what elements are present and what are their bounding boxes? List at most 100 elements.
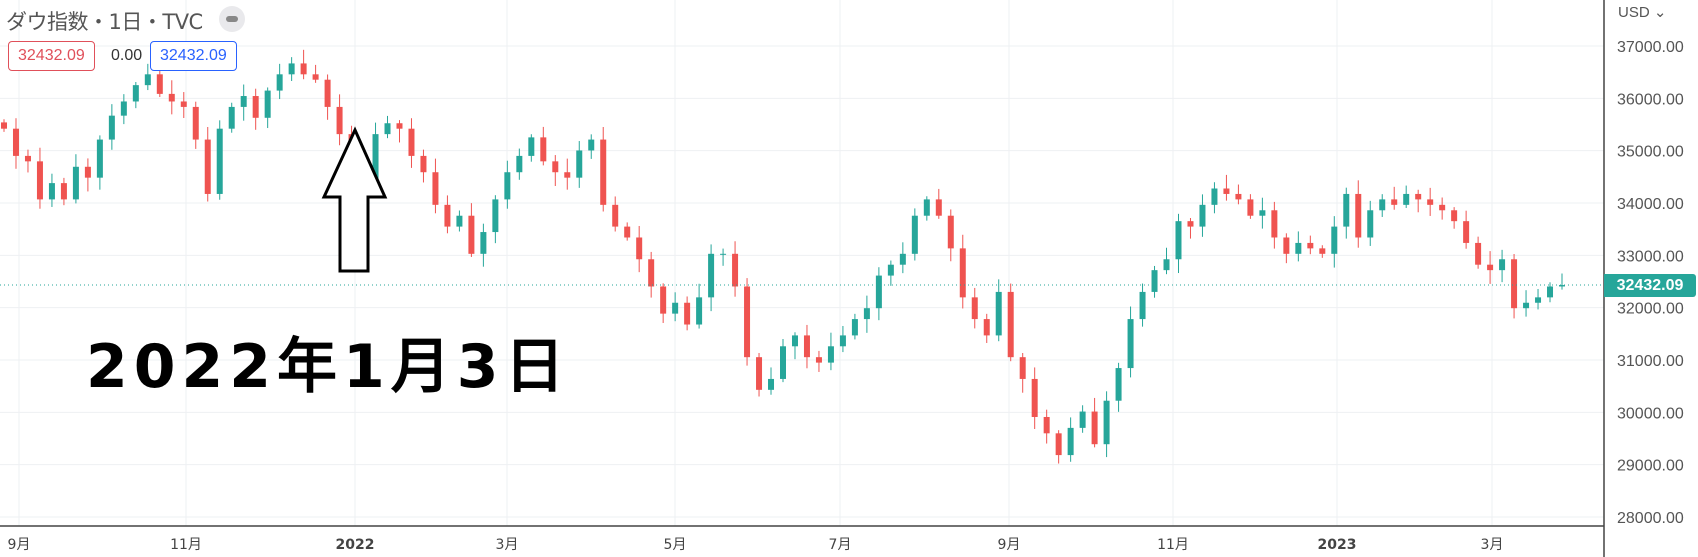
candle bbox=[1091, 397, 1098, 448]
candle-body bbox=[1163, 259, 1170, 271]
candle-body bbox=[1379, 199, 1386, 211]
candle-body bbox=[1115, 368, 1122, 401]
candle-body bbox=[1127, 319, 1134, 369]
last-price-label: 32432.09 bbox=[1604, 274, 1696, 297]
candle-body bbox=[96, 139, 103, 178]
candle bbox=[180, 92, 187, 119]
candle-body bbox=[480, 232, 487, 254]
candle bbox=[576, 141, 583, 188]
candle bbox=[1355, 180, 1362, 248]
candle bbox=[312, 64, 319, 83]
candle-body bbox=[935, 199, 942, 216]
candle bbox=[564, 158, 571, 190]
candle-body bbox=[552, 161, 559, 173]
currency-selector[interactable]: USD ⌄ bbox=[1618, 3, 1666, 21]
candle-body bbox=[60, 183, 67, 200]
candle bbox=[1223, 174, 1230, 201]
candle-body bbox=[983, 319, 990, 336]
candle bbox=[108, 104, 115, 150]
price-tick-label: 28000.00 bbox=[1617, 510, 1684, 527]
candle bbox=[528, 134, 535, 162]
candle bbox=[1, 119, 7, 132]
candle bbox=[480, 223, 487, 267]
candle bbox=[396, 120, 403, 143]
candle-body bbox=[144, 74, 151, 86]
candle-body bbox=[276, 74, 283, 91]
time-tick-label: 11月 bbox=[170, 537, 202, 553]
candle bbox=[1523, 290, 1530, 317]
candle-body bbox=[12, 128, 19, 156]
candle-body bbox=[1151, 270, 1158, 292]
candle-body bbox=[456, 215, 463, 227]
candle bbox=[300, 49, 307, 80]
candle bbox=[1403, 185, 1410, 208]
candle bbox=[1115, 362, 1122, 412]
candle bbox=[1019, 352, 1026, 393]
candle-body bbox=[120, 101, 127, 116]
candle bbox=[1199, 194, 1206, 237]
candle-body bbox=[1355, 193, 1362, 238]
candle bbox=[624, 222, 631, 241]
candle-body bbox=[732, 253, 739, 287]
time-tick-label: 11月 bbox=[1157, 537, 1189, 553]
candle-body bbox=[923, 199, 930, 216]
candle bbox=[935, 188, 942, 219]
candle-body bbox=[312, 74, 319, 80]
candle-body bbox=[1259, 210, 1266, 216]
candle bbox=[504, 160, 511, 209]
candle-body bbox=[1235, 193, 1242, 200]
candle-body bbox=[1, 122, 7, 129]
candle-body bbox=[204, 139, 211, 194]
candle-body bbox=[911, 215, 918, 254]
candle-body bbox=[540, 137, 547, 162]
candle bbox=[827, 332, 834, 371]
minus-circle-icon[interactable] bbox=[219, 6, 245, 32]
candle-body bbox=[636, 237, 643, 260]
time-tick-label: 9月 bbox=[998, 537, 1021, 553]
candle-body bbox=[336, 106, 343, 135]
candle bbox=[168, 80, 175, 115]
candle-body bbox=[1055, 433, 1062, 456]
price-tick-label: 37000.00 bbox=[1617, 39, 1684, 56]
candle bbox=[156, 68, 163, 98]
candle bbox=[1463, 210, 1470, 249]
candle-body bbox=[1211, 188, 1218, 205]
candle bbox=[839, 325, 846, 353]
candle-body bbox=[1283, 237, 1290, 254]
candle-body bbox=[1391, 199, 1398, 205]
candle-body bbox=[36, 161, 43, 200]
candle bbox=[1127, 306, 1134, 378]
candle-body bbox=[863, 308, 870, 320]
price-tick-label: 33000.00 bbox=[1617, 248, 1684, 265]
candle-body bbox=[768, 378, 775, 390]
candle bbox=[456, 210, 463, 232]
candle-body bbox=[672, 302, 679, 314]
time-tick-label: 2023 bbox=[1318, 537, 1357, 553]
candle-body bbox=[971, 297, 978, 320]
candle bbox=[983, 313, 990, 343]
candle bbox=[1067, 417, 1074, 462]
candle-body bbox=[492, 199, 499, 233]
candle-body bbox=[995, 291, 1002, 336]
candle bbox=[492, 195, 499, 244]
candle bbox=[1499, 249, 1506, 283]
candle bbox=[1451, 207, 1458, 229]
candle-body bbox=[875, 275, 882, 309]
candle bbox=[636, 225, 643, 273]
candle bbox=[1535, 288, 1542, 310]
candle-body bbox=[1187, 221, 1194, 227]
candle-body bbox=[528, 137, 535, 156]
candle bbox=[468, 203, 475, 257]
candle bbox=[875, 267, 882, 321]
candle-body bbox=[84, 166, 91, 178]
candle-body bbox=[300, 63, 307, 75]
candle-body bbox=[192, 106, 199, 140]
candle-body bbox=[1019, 357, 1026, 379]
candle bbox=[36, 147, 43, 209]
candle bbox=[1391, 186, 1398, 210]
candle-body bbox=[1343, 193, 1350, 227]
candle bbox=[216, 120, 223, 200]
candle-body bbox=[600, 139, 607, 205]
candle bbox=[192, 101, 199, 149]
